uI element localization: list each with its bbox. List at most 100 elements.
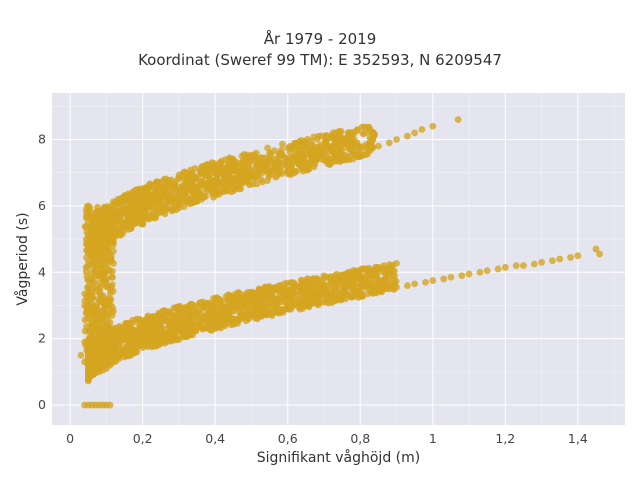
data-point-cloud (297, 276, 305, 284)
data-point-cloud (261, 166, 268, 174)
data-point-cloud (228, 321, 235, 329)
data-point-cloud (296, 305, 304, 313)
data-point-cloud (283, 287, 291, 295)
data-point-cloud (256, 312, 264, 320)
data-point-cloud (160, 201, 168, 208)
data-point-cloud (202, 193, 209, 200)
data-point-cloud (298, 296, 306, 304)
data-point-cloud (346, 292, 354, 300)
data-point-cloud (339, 278, 347, 286)
data-point-cloud (238, 152, 246, 160)
data-point-cloud (189, 190, 197, 198)
data-point-cloud (355, 267, 363, 275)
data-point-cloud (313, 135, 321, 143)
data-point-cloud (143, 214, 150, 222)
data-point-cloud (245, 162, 253, 169)
data-point (538, 258, 545, 266)
data-point-cloud (220, 168, 228, 175)
data-point-cloud (88, 318, 96, 326)
data-point-cloud (199, 164, 207, 172)
data-point-cloud (169, 324, 177, 331)
data-point-cloud (176, 186, 184, 194)
data-point-cloud (339, 139, 347, 146)
data-point-cloud (393, 259, 400, 267)
data-point-cloud (353, 126, 361, 134)
data-point-cloud (325, 144, 333, 151)
data-point-cloud (367, 272, 375, 280)
data-point-cloud (345, 129, 352, 136)
data-point-cloud (89, 294, 96, 301)
data-point-cloud (136, 187, 144, 195)
data-point-cloud (255, 291, 262, 299)
data-point-cloud (302, 286, 310, 294)
data-point-cloud (362, 265, 370, 273)
data-point-cloud (240, 158, 248, 166)
data-point-cloud (92, 327, 100, 335)
data-point (483, 267, 491, 275)
data-point-cloud (358, 272, 366, 280)
data-point-cloud (267, 150, 275, 158)
data-point-cloud (136, 202, 144, 210)
data-point-cloud (210, 182, 218, 190)
data-point-cloud (228, 160, 235, 168)
data-point-cloud (303, 165, 311, 173)
data-point-cloud (83, 302, 91, 310)
data-point-cloud (104, 242, 112, 250)
data-point-cloud (96, 314, 104, 322)
data-point-cloud (293, 291, 301, 299)
data-point (476, 268, 484, 276)
data-point-cloud (209, 163, 217, 171)
data-point (574, 252, 582, 260)
x-tick-label: 0,8 (350, 431, 370, 446)
data-point-cloud (160, 307, 168, 314)
data-point-cloud (205, 171, 213, 179)
data-point-cloud (85, 261, 93, 269)
data-point-cloud (258, 286, 266, 294)
data-point-cloud (103, 340, 111, 348)
data-point (596, 250, 604, 258)
data-point-cloud (353, 284, 361, 292)
data-point-cloud (366, 128, 374, 136)
data-point-cloud (90, 253, 98, 261)
x-axis-ticks: 0 0,2 0,4 0,6 0,8 1 1,2 1,4 (66, 431, 588, 446)
data-point-cloud (85, 202, 92, 210)
data-point-cloud (296, 161, 304, 169)
data-point-cloud (311, 153, 319, 161)
y-tick-label: 8 (38, 131, 46, 146)
data-point-cloud (266, 291, 274, 299)
x-axis-label: Signifikant våghöjd (m) (257, 449, 420, 466)
data-point (429, 122, 437, 130)
data-point-cloud (105, 328, 113, 336)
data-point-cloud (227, 303, 235, 310)
data-point-cloud (275, 309, 283, 317)
data-point-cloud (325, 155, 333, 162)
data-point-cloud (234, 290, 242, 297)
data-point-cloud (312, 277, 320, 285)
data-point (422, 278, 429, 286)
data-point-cloud (303, 160, 311, 168)
data-point-cloud (98, 361, 106, 369)
data-point-cloud (96, 298, 104, 306)
data-point-cloud (107, 295, 115, 303)
data-point-cloud (117, 224, 125, 231)
data-point-cloud (103, 283, 111, 291)
data-point-cloud (249, 310, 256, 318)
data-point-cloud (335, 144, 343, 152)
data-point-cloud (290, 300, 298, 308)
x-tick-label: 0 (66, 431, 74, 446)
data-point-cloud (213, 177, 221, 185)
data-point-cloud (288, 145, 296, 153)
data-point-cloud (91, 219, 99, 227)
data-point-cloud (389, 284, 397, 291)
data-point-cloud (260, 303, 268, 311)
data-point-cloud (292, 282, 300, 290)
data-point-cloud (218, 157, 225, 165)
data-point-cloud (187, 166, 194, 174)
data-point-cloud (211, 189, 219, 197)
data-point (447, 273, 455, 281)
data-point-cloud (174, 317, 181, 324)
data-point-cloud (348, 139, 356, 147)
data-point-cloud (120, 353, 128, 361)
data-point (556, 255, 564, 263)
